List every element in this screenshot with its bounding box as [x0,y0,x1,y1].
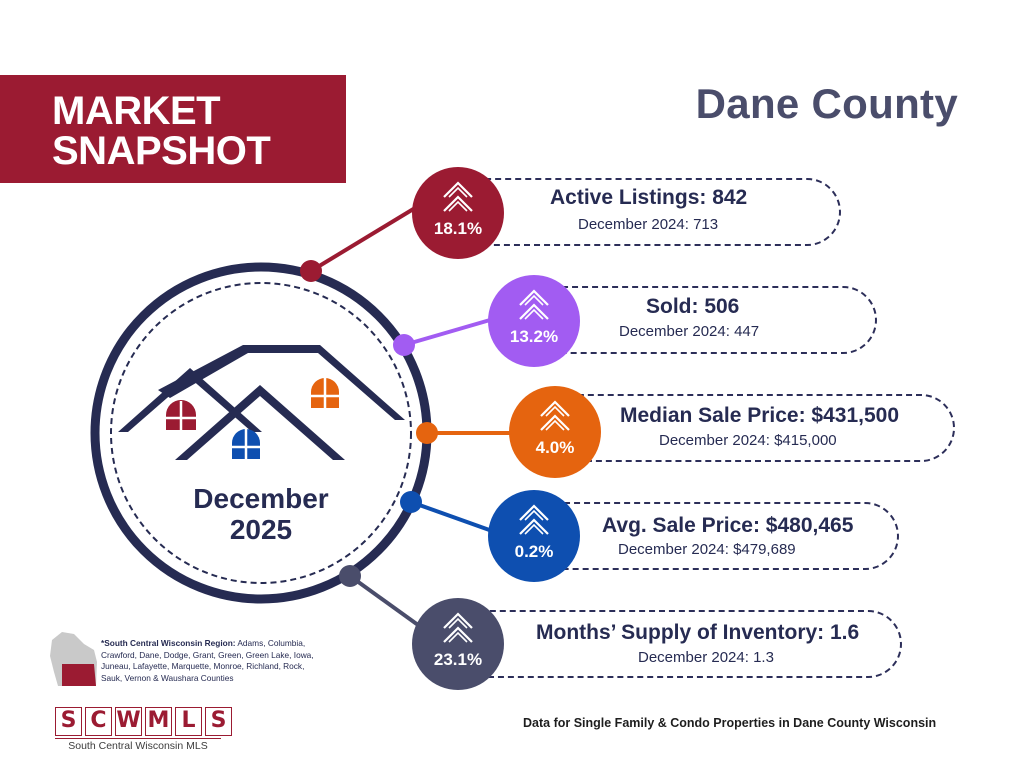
banner-line-2: SNAPSHOT [52,129,271,173]
double-chevron-up-icon [443,612,473,643]
footer-note: Data for Single Family & Condo Propertie… [523,716,937,730]
logo-letter: L [175,707,202,736]
connector-active [309,203,422,273]
double-chevron-up-icon [519,504,549,535]
metric-title-active-listings: Active Listings: 842 [550,186,748,209]
dot-sold [393,334,415,356]
dot-avg [400,491,422,513]
metric-box-active-listings [455,178,841,246]
metric-prior-sold: December 2024: 447 [619,323,760,340]
connector-sold [403,318,491,347]
badge-avg-price: 0.2% [488,490,580,582]
center-year: 2025 [229,514,293,545]
dot-supply [339,565,361,587]
metric-box-sold [532,286,877,354]
region-label: *South Central Wisconsin Region: [101,638,236,648]
region-note: *South Central Wisconsin Region: Adams, … [101,638,321,684]
badge-pct-median-price: 4.0% [535,438,575,457]
metric-box-months-supply [460,610,902,678]
logo-letter: M [145,707,172,736]
market-snapshot-banner: MARKET SNAPSHOT [0,75,346,183]
dot-median [416,422,438,444]
inner-dashed-ring [110,282,412,584]
dot-active [300,260,322,282]
badge-pct-months-supply: 23.1% [433,650,483,669]
metric-prior-median-price: December 2024: $415,000 [659,432,837,449]
wisconsin-map-icon [50,632,97,686]
region-counties: Adams, Columbia, Crawford, Dane, Dodge, … [101,638,314,683]
logo-letter: S [205,707,232,736]
badge-pct-active-listings: 18.1% [433,219,483,238]
houses-icon [118,345,405,460]
metric-box-avg-price [534,502,899,570]
badge-pct-sold: 13.2% [509,327,559,346]
metric-title-median-price: Median Sale Price: $431,500 [620,404,899,427]
connector-avg [410,500,496,534]
county-title: Dane County [695,80,958,127]
logo-letters: S C W M L S [55,707,232,736]
double-chevron-up-icon [443,181,473,212]
badge-months-supply: 23.1% [412,598,504,690]
logo-letter: W [115,707,142,736]
badge-active-listings: 18.1% [412,167,504,259]
outer-ring [90,262,432,604]
banner-line-1: MARKET [52,89,221,133]
center-month: December [193,483,329,514]
logo-letter: C [85,707,112,736]
metric-title-sold: Sold: 506 [646,295,740,318]
metric-title-avg-price: Avg. Sale Price: $480,465 [602,514,854,537]
metric-prior-months-supply: December 2024: 1.3 [638,649,774,666]
double-chevron-up-icon [519,289,549,320]
metric-prior-avg-price: December 2024: $479,689 [618,541,796,558]
metric-box-median-price [558,394,955,462]
metric-title-months-supply: Months’ Supply of Inventory: 1.6 [536,621,860,644]
metric-prior-active-listings: December 2024: 713 [578,216,719,233]
logo-subtitle: South Central Wisconsin MLS [55,738,221,752]
double-chevron-up-icon [540,400,570,431]
center-date: December 2025 [168,483,354,545]
badge-median-price: 4.0% [509,386,601,478]
connector-supply [348,574,427,632]
badge-pct-avg-price: 0.2% [514,542,554,561]
badge-sold: 13.2% [488,275,580,367]
scwmls-logo: S C W M L S South Central Wisconsin MLS [55,707,232,752]
logo-letter: S [55,707,82,736]
